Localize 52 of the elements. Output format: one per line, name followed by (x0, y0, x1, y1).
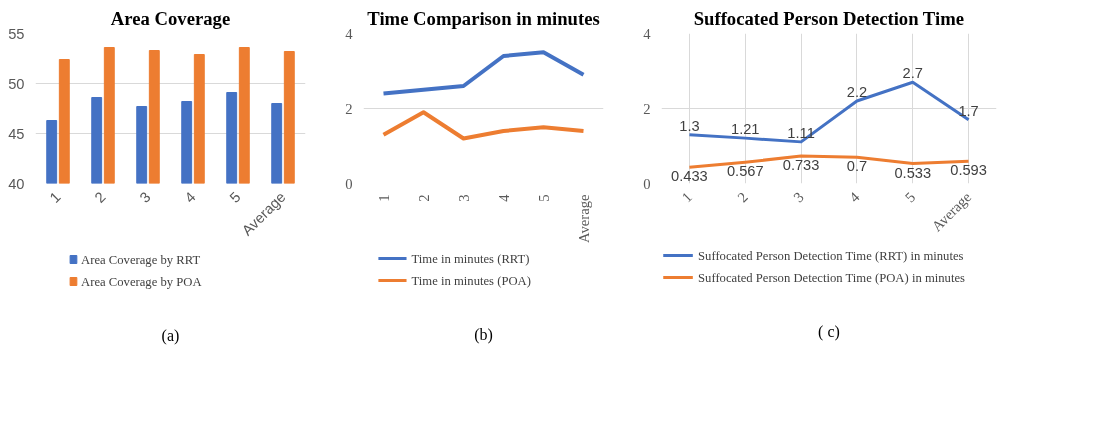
data-label: 0.733 (782, 157, 820, 174)
y-tick-label: 4 (345, 25, 354, 42)
legend-label: Time in minutes (RRT) (411, 251, 530, 266)
x-tick-label: 3 (455, 194, 472, 202)
legend-label: Area Coverage by RRT (81, 252, 201, 267)
chart-title: Time Comparison in minutes (367, 7, 600, 29)
data-label: 0.567 (726, 163, 764, 180)
x-tick-label: 4 (846, 188, 864, 206)
y-tick-label: 2 (345, 100, 353, 117)
text: (a) (161, 327, 180, 345)
x-tick-label: 3 (136, 188, 154, 206)
legend-label: Suffocated Person Detection Time (RRT) in minutes (698, 248, 964, 263)
data-label: 0.7 (846, 158, 868, 175)
x-tick-label: 1 (46, 188, 64, 206)
y-tick-label: 0 (643, 175, 651, 192)
x-tick-label: Average (575, 194, 592, 244)
x-tick-label: 4 (495, 193, 512, 202)
x-tick-label: 5 (901, 188, 919, 206)
data-label: 1.3 (679, 117, 700, 134)
chart-title: Area Coverage (110, 7, 231, 29)
x-tick-label: 5 (535, 194, 552, 202)
x-tick-label: 2 (415, 194, 432, 202)
data-label: 2.7 (902, 65, 923, 82)
y-tick-label: 4 (643, 25, 652, 42)
y-tick-label: 40 (8, 175, 25, 192)
x-tick-label: 1 (375, 194, 392, 202)
legend-label: Area Coverage by POA (81, 274, 203, 289)
y-tick-label: 50 (8, 75, 25, 92)
chart-title: Suffocated Person Detection Time (693, 7, 964, 29)
text: ( c) (818, 323, 840, 341)
data-label: 1.21 (730, 121, 760, 138)
data-label: 0.533 (894, 164, 932, 181)
legend-label: Time in minutes (POA) (411, 273, 531, 288)
x-tick-label: 1 (678, 188, 696, 206)
line-series (381, 110, 586, 141)
x-tick-label: 5 (226, 188, 244, 206)
data-label: 0.593 (950, 162, 987, 179)
x-tick-label: 3 (790, 188, 807, 206)
data-label: 2.2 (846, 84, 868, 100)
x-tick-label: 4 (181, 188, 199, 206)
legend-label: Suffocated Person Detection Time (POA) in minutes (698, 270, 966, 285)
data-label: 1.7 (958, 102, 979, 119)
x-tick-label: 2 (91, 188, 109, 206)
data-label: 0.433 (671, 168, 708, 185)
text: (b) (474, 326, 493, 344)
y-tick-label: 55 (8, 25, 25, 42)
y-tick-label: 45 (8, 125, 25, 142)
data-label: 1.11 (787, 124, 815, 141)
line-series (381, 50, 586, 96)
y-tick-label: 2 (643, 100, 651, 117)
x-tick-label: 2 (734, 188, 751, 206)
y-tick-label: 0 (345, 175, 353, 192)
